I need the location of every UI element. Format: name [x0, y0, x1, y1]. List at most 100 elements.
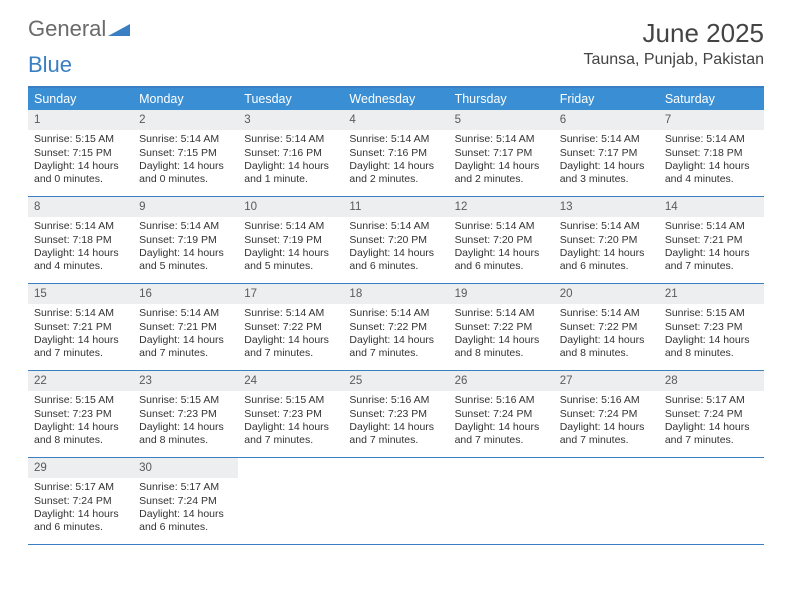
day-number: 1	[28, 110, 133, 130]
day-number: 5	[449, 110, 554, 130]
logo-text-blue: Blue	[28, 52, 72, 77]
weekday-header-row: Sunday Monday Tuesday Wednesday Thursday…	[28, 88, 764, 110]
sunrise-text: Sunrise: 5:16 AM	[449, 394, 554, 407]
sunrise-text: Sunrise: 5:14 AM	[238, 307, 343, 320]
calendar-day-cell: 30Sunrise: 5:17 AMSunset: 7:24 PMDayligh…	[133, 458, 238, 544]
calendar-day-cell: 20 Sunrise: 5:14 AMSunset: 7:22 PMDayligh…	[554, 284, 659, 370]
sunrise-text: Sunrise: 5:14 AM	[238, 220, 343, 233]
sunset-text: Sunset: 7:20 PM	[343, 234, 448, 247]
sunset-text: Sunset: 7:21 PM	[659, 234, 764, 247]
daylight-text: Daylight: 14 hours	[554, 160, 659, 173]
sunset-text: Sunset: 7:16 PM	[343, 147, 448, 160]
sunset-text: Sunset: 7:21 PM	[28, 321, 133, 334]
day-number: 29	[28, 458, 133, 478]
calendar-day-cell: 4Sunrise: 5:14 AMSunset: 7:16 PMDaylight…	[343, 110, 448, 196]
weekday-header: Wednesday	[343, 88, 448, 110]
title-block: June 2025 Taunsa, Punjab, Pakistan	[583, 18, 764, 69]
daylight-text: and 7 minutes.	[238, 347, 343, 360]
day-number: 20	[554, 284, 659, 304]
daylight-text: and 7 minutes.	[659, 260, 764, 273]
sunset-text: Sunset: 7:22 PM	[554, 321, 659, 334]
sunrise-text: Sunrise: 5:17 AM	[659, 394, 764, 407]
sunrise-text: Sunrise: 5:14 AM	[343, 307, 448, 320]
day-number: 26	[449, 371, 554, 391]
calendar-day-cell: 16Sunrise: 5:14 AMSunset: 7:21 PMDayligh…	[133, 284, 238, 370]
daylight-text: Daylight: 14 hours	[449, 421, 554, 434]
daylight-text: Daylight: 14 hours	[554, 334, 659, 347]
sunset-text: Sunset: 7:16 PM	[238, 147, 343, 160]
sunset-text: Sunset: 7:18 PM	[659, 147, 764, 160]
daylight-text: Daylight: 14 hours	[28, 160, 133, 173]
daylight-text: Daylight: 14 hours	[238, 247, 343, 260]
calendar-day-cell: 10Sunrise: 5:14 AMSunset: 7:19 PMDayligh…	[238, 197, 343, 283]
daylight-text: and 1 minute.	[238, 173, 343, 186]
day-number: 23	[133, 371, 238, 391]
sunrise-text: Sunrise: 5:14 AM	[449, 307, 554, 320]
daylight-text: and 8 minutes.	[28, 434, 133, 447]
daylight-text: Daylight: 14 hours	[343, 334, 448, 347]
calendar-day-cell: 3Sunrise: 5:14 AMSunset: 7:16 PMDaylight…	[238, 110, 343, 196]
sunrise-text: Sunrise: 5:17 AM	[28, 481, 133, 494]
sunrise-text: Sunrise: 5:14 AM	[554, 307, 659, 320]
daylight-text: Daylight: 14 hours	[554, 247, 659, 260]
calendar-empty-cell	[554, 458, 659, 544]
sunrise-text: Sunrise: 5:14 AM	[554, 133, 659, 146]
calendar: Sunday Monday Tuesday Wednesday Thursday…	[28, 86, 764, 545]
daylight-text: Daylight: 14 hours	[133, 508, 238, 521]
calendar-day-cell: 8Sunrise: 5:14 AMSunset: 7:18 PMDaylight…	[28, 197, 133, 283]
daylight-text: and 7 minutes.	[449, 434, 554, 447]
daylight-text: and 0 minutes.	[133, 173, 238, 186]
sunrise-text: Sunrise: 5:14 AM	[238, 133, 343, 146]
calendar-day-cell: 18Sunrise: 5:14 AMSunset: 7:22 PMDayligh…	[343, 284, 448, 370]
daylight-text: Daylight: 14 hours	[28, 334, 133, 347]
calendar-empty-cell	[343, 458, 448, 544]
daylight-text: and 0 minutes.	[28, 173, 133, 186]
daylight-text: Daylight: 14 hours	[449, 160, 554, 173]
sunset-text: Sunset: 7:22 PM	[238, 321, 343, 334]
sunset-text: Sunset: 7:23 PM	[28, 408, 133, 421]
calendar-day-cell: 17Sunrise: 5:14 AMSunset: 7:22 PMDayligh…	[238, 284, 343, 370]
day-number: 14	[659, 197, 764, 217]
weekday-header: Friday	[554, 88, 659, 110]
calendar-day-cell: 25Sunrise: 5:16 AMSunset: 7:23 PMDayligh…	[343, 371, 448, 457]
calendar-week-row: 8Sunrise: 5:14 AMSunset: 7:18 PMDaylight…	[28, 197, 764, 284]
sunset-text: Sunset: 7:24 PM	[133, 495, 238, 508]
daylight-text: and 7 minutes.	[343, 434, 448, 447]
daylight-text: Daylight: 14 hours	[133, 334, 238, 347]
sunset-text: Sunset: 7:15 PM	[133, 147, 238, 160]
calendar-day-cell: 6Sunrise: 5:14 AMSunset: 7:17 PMDaylight…	[554, 110, 659, 196]
logo-text-general: General	[28, 16, 106, 41]
sunset-text: Sunset: 7:19 PM	[238, 234, 343, 247]
sunset-text: Sunset: 7:15 PM	[28, 147, 133, 160]
calendar-day-cell: 9Sunrise: 5:14 AMSunset: 7:19 PMDaylight…	[133, 197, 238, 283]
logo-triangle-icon	[108, 18, 130, 40]
sunset-text: Sunset: 7:20 PM	[449, 234, 554, 247]
sunrise-text: Sunrise: 5:15 AM	[28, 394, 133, 407]
day-number: 2	[133, 110, 238, 130]
calendar-day-cell: 19Sunrise: 5:14 AMSunset: 7:22 PMDayligh…	[449, 284, 554, 370]
daylight-text: and 3 minutes.	[554, 173, 659, 186]
daylight-text: Daylight: 14 hours	[238, 160, 343, 173]
calendar-day-cell: 1 Sunrise: 5:15 AMSunset: 7:15 PMDaylight…	[28, 110, 133, 196]
sunrise-text: Sunrise: 5:15 AM	[238, 394, 343, 407]
sunset-text: Sunset: 7:24 PM	[554, 408, 659, 421]
daylight-text: and 8 minutes.	[554, 347, 659, 360]
daylight-text: Daylight: 14 hours	[343, 421, 448, 434]
sunrise-text: Sunrise: 5:14 AM	[133, 220, 238, 233]
day-number: 21	[659, 284, 764, 304]
sunset-text: Sunset: 7:24 PM	[449, 408, 554, 421]
sunset-text: Sunset: 7:23 PM	[238, 408, 343, 421]
weekday-header: Tuesday	[238, 88, 343, 110]
calendar-day-cell: 21Sunrise: 5:15 AMSunset: 7:23 PMDayligh…	[659, 284, 764, 370]
daylight-text: and 6 minutes.	[343, 260, 448, 273]
sunset-text: Sunset: 7:23 PM	[133, 408, 238, 421]
sunrise-text: Sunrise: 5:15 AM	[28, 133, 133, 146]
daylight-text: and 7 minutes.	[28, 347, 133, 360]
calendar-week-row: 1Sunrise: 5:15 AMSunset: 7:15 PMDaylight…	[28, 110, 764, 197]
daylight-text: and 5 minutes.	[133, 260, 238, 273]
calendar-day-cell: 22Sunrise: 5:15 AMSunset: 7:23 PMDayligh…	[28, 371, 133, 457]
weekday-header: Sunday	[28, 88, 133, 110]
sunrise-text: Sunrise: 5:14 AM	[28, 307, 133, 320]
page-header: General Blue June 2025 Taunsa, Punjab, P…	[0, 0, 792, 80]
calendar-day-cell: 28Sunrise: 5:17 AMSunset: 7:24 PMDayligh…	[659, 371, 764, 457]
